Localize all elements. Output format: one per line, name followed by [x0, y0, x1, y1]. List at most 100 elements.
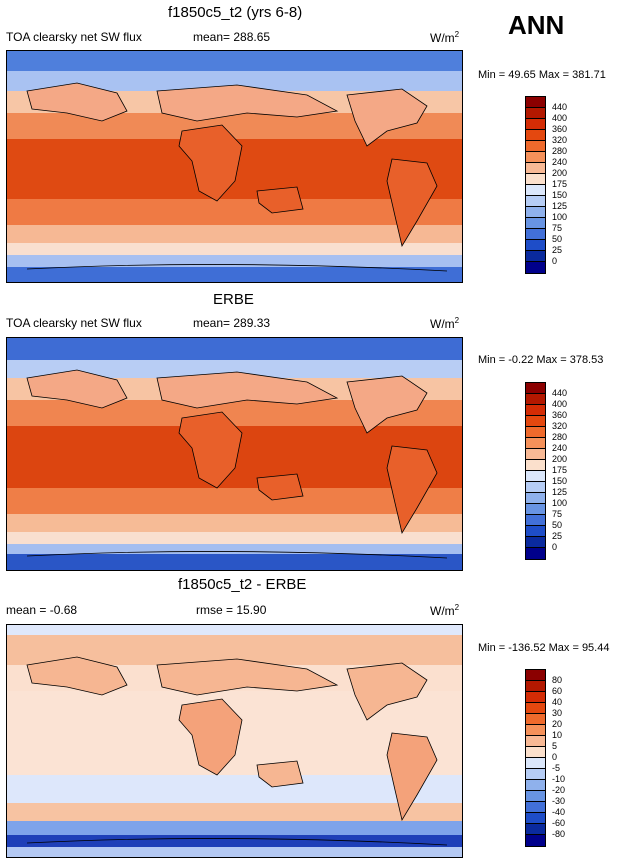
colorbar-tick-label: 280 [552, 146, 568, 156]
colorbar-tick-label: 10 [552, 730, 563, 740]
colorbar-tick-label: 175 [552, 465, 568, 475]
colorbar-swatch [526, 218, 545, 229]
colorbar-tick-label: 320 [552, 135, 568, 145]
panel1-mean-label: mean= 288.65 [193, 30, 271, 44]
colorbar-swatch [526, 670, 545, 681]
colorbar-tick-label: 240 [552, 157, 568, 167]
colorbar-swatch [526, 515, 545, 526]
colorbar-tick-label: 320 [552, 421, 568, 431]
colorbar-swatch [526, 537, 545, 548]
colorbar-swatch [526, 240, 545, 251]
colorbar-swatch [526, 526, 545, 537]
colorbar-swatch [526, 196, 545, 207]
colorbar-tick-label: 75 [552, 509, 563, 519]
colorbar-swatch [526, 416, 545, 427]
panel3-map [6, 624, 463, 858]
colorbar-tick-label: 360 [552, 410, 568, 420]
colorbar-swatch [526, 835, 545, 846]
colorbar-swatch [526, 758, 545, 769]
colorbar-swatch [526, 813, 545, 824]
panel1-map-graphic [7, 51, 462, 282]
colorbar-swatch [526, 108, 545, 119]
panel1-colorbar [525, 96, 546, 274]
panel2-units: W/m2 [430, 316, 460, 331]
colorbar-tick-label: 200 [552, 168, 568, 178]
colorbar-tick-label: 280 [552, 432, 568, 442]
colorbar-tick-label: -30 [552, 796, 566, 806]
colorbar-swatch [526, 703, 545, 714]
colorbar-tick-label: -80 [552, 829, 566, 839]
colorbar-swatch [526, 449, 545, 460]
colorbar-tick-label: 20 [552, 719, 563, 729]
colorbar-tick-label: 150 [552, 190, 568, 200]
colorbar-swatch [526, 185, 545, 196]
colorbar-tick-label: 80 [552, 675, 563, 685]
colorbar-swatch [526, 692, 545, 703]
colorbar-swatch [526, 427, 545, 438]
panel2-min-max: Min = -0.22 Max = 378.53 [478, 354, 604, 366]
panel3-rmse-label: rmse = 15.90 [196, 603, 267, 617]
colorbar-swatch [526, 405, 545, 416]
panel3-units: W/m2 [430, 603, 460, 618]
panel3-min-max: Min = -136.52 Max = 95.44 [478, 642, 610, 654]
colorbar-tick-label: 75 [552, 223, 563, 233]
colorbar-tick-label: 440 [552, 102, 568, 112]
colorbar-tick-label: -60 [552, 818, 566, 828]
panel3-colorbar [525, 669, 546, 847]
panel3-map-graphic [7, 625, 462, 857]
colorbar-tick-label: -5 [552, 763, 561, 773]
colorbar-swatch [526, 174, 545, 185]
colorbar-tick-label: -40 [552, 807, 566, 817]
panel1-title: f1850c5_t2 (yrs 6-8) [168, 4, 303, 21]
colorbar-swatch [526, 460, 545, 471]
colorbar-swatch [526, 130, 545, 141]
colorbar-tick-label: 400 [552, 113, 568, 123]
panel1-units: W/m2 [430, 30, 460, 45]
colorbar-swatch [526, 207, 545, 218]
colorbar-swatch [526, 163, 545, 174]
colorbar-tick-label: -10 [552, 774, 566, 784]
panel3-mean-label: mean = -0.68 [6, 603, 78, 617]
panel2-mean-label: mean= 289.33 [193, 316, 271, 330]
colorbar-swatch [526, 438, 545, 449]
colorbar-tick-label: 25 [552, 531, 563, 541]
season-label: ANN [508, 10, 565, 40]
colorbar-tick-label: 30 [552, 708, 563, 718]
panel2-title: ERBE [213, 291, 254, 308]
colorbar-swatch [526, 747, 545, 758]
colorbar-tick-label: 150 [552, 476, 568, 486]
colorbar-swatch [526, 119, 545, 130]
colorbar-tick-label: 50 [552, 520, 563, 530]
colorbar-swatch [526, 802, 545, 813]
colorbar-tick-label: 125 [552, 487, 568, 497]
colorbar-swatch [526, 229, 545, 240]
colorbar-swatch [526, 471, 545, 482]
colorbar-swatch [526, 548, 545, 559]
colorbar-tick-label: 60 [552, 686, 563, 696]
colorbar-tick-label: 175 [552, 179, 568, 189]
colorbar-swatch [526, 791, 545, 802]
colorbar-tick-label: 240 [552, 443, 568, 453]
colorbar-tick-label: -20 [552, 785, 566, 795]
colorbar-tick-label: 50 [552, 234, 563, 244]
colorbar-swatch [526, 251, 545, 262]
colorbar-tick-label: 0 [552, 542, 558, 552]
colorbar-tick-label: 0 [552, 752, 558, 762]
panel1-map [6, 50, 463, 283]
colorbar-swatch [526, 714, 545, 725]
colorbar-tick-label: 125 [552, 201, 568, 211]
colorbar-swatch [526, 725, 545, 736]
panel1-variable-label: TOA clearsky net SW flux [6, 30, 142, 44]
colorbar-swatch [526, 262, 545, 273]
colorbar-tick-label: 200 [552, 454, 568, 464]
colorbar-swatch [526, 482, 545, 493]
colorbar-swatch [526, 152, 545, 163]
panel2-map-graphic [7, 338, 462, 570]
panel2-variable-label: TOA clearsky net SW flux [6, 316, 142, 330]
colorbar-swatch [526, 97, 545, 108]
colorbar-tick-label: 40 [552, 697, 563, 707]
colorbar-swatch [526, 780, 545, 791]
colorbar-tick-label: 100 [552, 212, 568, 222]
panel2-map [6, 337, 463, 571]
colorbar-tick-label: 440 [552, 388, 568, 398]
